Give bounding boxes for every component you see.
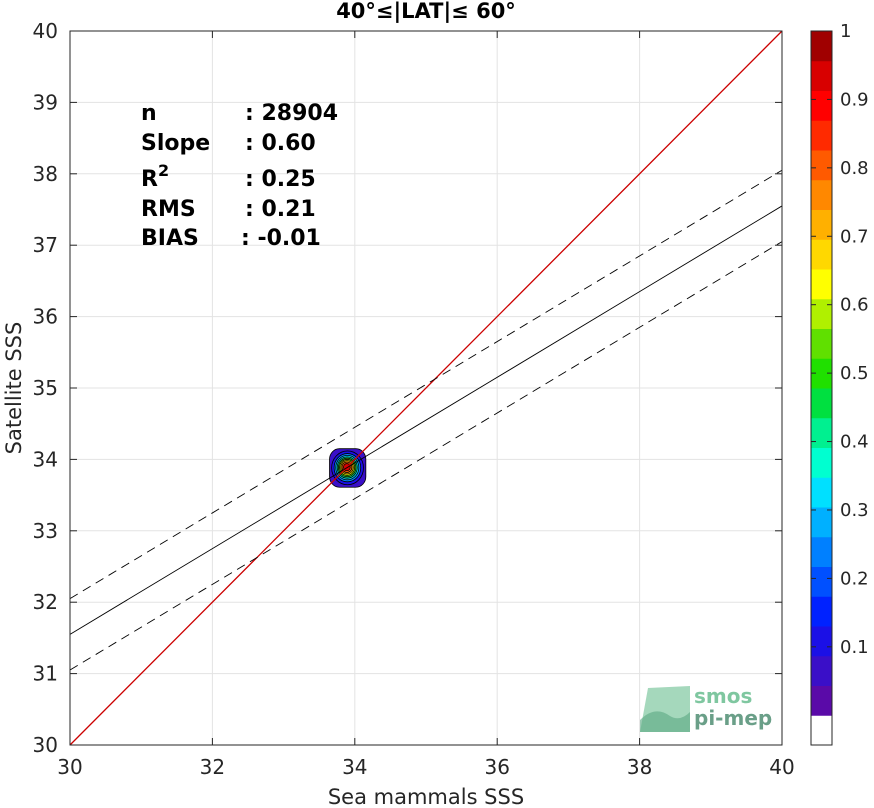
stat-label: BIAS: [141, 226, 199, 251]
colorbar-segment: [811, 209, 832, 240]
confidence-line: [69, 169, 783, 600]
colorbar-segment: [811, 269, 832, 300]
colorbar-segment: [811, 447, 832, 478]
y-tick-label: 36: [33, 305, 58, 329]
colorbar-frame: [810, 30, 833, 746]
y-axis-label: Satellite SSS: [2, 322, 26, 455]
y-tick-label: 31: [33, 662, 58, 686]
confidence-line: [69, 241, 783, 671]
colorbar-tick-label: 1: [840, 21, 851, 42]
x-tick-label: 30: [57, 755, 82, 779]
colorbar-segment: [811, 417, 832, 448]
colorbar-segment: [811, 685, 832, 716]
colorbar-segment: [811, 626, 832, 657]
y-tick-label: 30: [33, 733, 58, 757]
stat-label: R2: [141, 161, 169, 192]
colorbar-tick-label: 0.9: [840, 89, 869, 110]
stats-box: n : 28904 Slope : 0.60 R2 : 0.25 RMS : 0.21 BIAS…: [141, 101, 338, 251]
colorbar: [810, 30, 833, 746]
x-tick-label: 40: [769, 755, 794, 779]
y-tick-label: 32: [33, 590, 58, 614]
colorbar-segment: [811, 358, 832, 389]
y-tick-label: 40: [33, 19, 58, 43]
colorbar-tick-label: 0.5: [840, 363, 869, 384]
colorbar-segment: [811, 596, 832, 627]
smos-pimep-logo: smos pi-mep: [640, 684, 772, 732]
stat-label: Slope: [141, 131, 210, 156]
regression-line: [69, 205, 783, 635]
y-axis-ticks: 30 31 32 33 34 35 36 37 38 39 40: [33, 19, 782, 757]
regression-lines: [69, 30, 783, 746]
colorbar-tick-label: 0.3: [840, 500, 869, 521]
y-tick-label: 35: [33, 376, 58, 400]
colorbar-ticks: 0.1 0.2 0.3 0.4 0.5 0.6 0.7 0.8 0.9 1: [811, 21, 869, 658]
colorbar-segment: [811, 60, 832, 91]
stat-label: n: [141, 101, 157, 126]
colorbar-segment: [811, 150, 832, 181]
stat-value: : -0.01: [241, 226, 321, 251]
y-tick-label: 39: [33, 90, 58, 114]
logo-text-pimep: pi-mep: [694, 706, 772, 730]
colorbar-tick-label: 0.1: [840, 637, 869, 658]
colorbar-segment: [811, 477, 832, 508]
colorbar-segment: [811, 298, 832, 329]
y-tick-label: 34: [33, 447, 58, 471]
x-axis-ticks: 30 32 34 36 38 40: [57, 31, 795, 779]
stat-value: : 0.21: [245, 197, 316, 222]
colorbar-tick-label: 0.7: [840, 226, 869, 247]
colorbar-segment: [811, 655, 832, 686]
colorbar-tick-label: 0.4: [840, 432, 869, 453]
colorbar-segment: [811, 536, 832, 567]
logo-text-smos: smos: [694, 684, 752, 708]
colorbar-segment: [811, 715, 832, 746]
stat-value: : 0.25: [245, 167, 316, 192]
stat-value: : 0.60: [245, 131, 316, 156]
colorbar-tick-label: 0.8: [840, 158, 869, 179]
colorbar-segment: [811, 179, 832, 210]
x-tick-label: 36: [484, 755, 509, 779]
x-tick-label: 34: [342, 755, 367, 779]
stat-label: RMS: [141, 197, 196, 222]
stat-value: : 28904: [245, 101, 338, 126]
colorbar-segment: [811, 31, 832, 62]
colorbar-tick-label: 0.2: [840, 568, 869, 589]
y-tick-label: 37: [33, 233, 58, 257]
colorbar-segment: [811, 507, 832, 538]
x-axis-label: Sea mammals SSS: [328, 785, 524, 808]
colorbar-segment: [811, 239, 832, 270]
x-tick-label: 32: [200, 755, 225, 779]
colorbar-segment: [811, 566, 832, 597]
identity-line: [69, 30, 783, 746]
colorbar-segment: [811, 90, 832, 121]
colorbar-segment: [811, 388, 832, 419]
x-tick-label: 38: [627, 755, 652, 779]
colorbar-segment: [811, 328, 832, 359]
chart-title: 40°≤|LAT|≤ 60°: [336, 0, 516, 24]
colorbar-segment: [811, 120, 832, 151]
y-tick-label: 38: [33, 162, 58, 186]
colorbar-tick-label: 0.6: [840, 295, 869, 316]
y-tick-label: 33: [33, 519, 58, 543]
